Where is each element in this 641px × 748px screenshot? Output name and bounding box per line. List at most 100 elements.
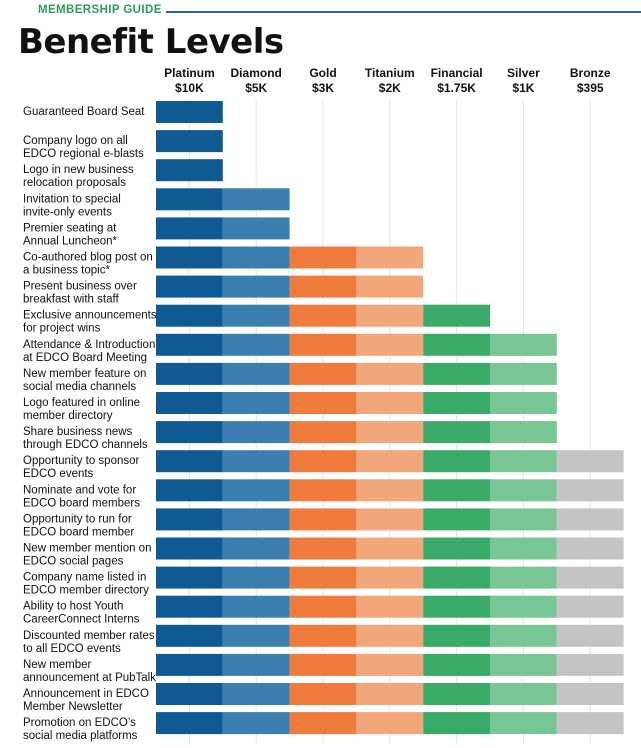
benefit-bar (356, 333, 424, 356)
tier-price: $5K (245, 81, 267, 95)
benefit-bar (156, 712, 223, 735)
benefit-bar (490, 595, 557, 618)
benefit-bar (423, 333, 490, 356)
benefit-bar (423, 624, 490, 647)
benefit-bar (156, 392, 223, 414)
benefit-bar (423, 508, 490, 531)
benefit-label: Invitation to special (23, 193, 121, 205)
benefit-label: Logo featured in online (23, 397, 140, 409)
benefit-label: Discounted member rates (23, 630, 155, 642)
benefit-bar (556, 508, 624, 531)
benefit-bar (356, 624, 424, 647)
benefit-label: Co-authored blog post on (23, 252, 153, 264)
benefit-bar (289, 304, 357, 327)
benefit-bar (490, 333, 557, 356)
benefit-bar (356, 304, 424, 327)
benefit-bar (490, 508, 557, 531)
benefit-bar (490, 653, 557, 676)
benefit-bar (289, 246, 357, 269)
benefit-label: at EDCO Board Meeting (23, 352, 147, 364)
benefit-label: Announcement in EDCO (23, 688, 149, 700)
benefit-label: Exclusive announcements (23, 310, 157, 322)
benefit-bar (156, 275, 223, 298)
benefit-label: social media channels (23, 381, 136, 393)
benefit-bar (356, 653, 424, 676)
benefit-bar (289, 624, 357, 647)
benefit-bar (556, 653, 624, 676)
benefit-bar (222, 392, 290, 414)
benefit-bar (156, 653, 223, 676)
benefit-bar (356, 566, 424, 589)
benefit-bar (222, 624, 290, 647)
benefit-label: Member Newsletter (23, 701, 123, 713)
tier-name: Platinum (164, 66, 215, 80)
benefit-bar (423, 392, 490, 414)
benefit-bar (156, 508, 223, 531)
benefit-bar (156, 304, 223, 327)
benefit-bar (490, 537, 557, 560)
benefit-bar (356, 362, 424, 385)
benefit-bar (490, 450, 557, 473)
benefit-bar (289, 392, 357, 414)
benefit-label: Present business over (23, 281, 137, 293)
benefit-label: Annual Luncheon* (23, 235, 118, 247)
benefit-bar (222, 508, 290, 531)
benefit-bar (356, 421, 424, 444)
benefit-bar (156, 130, 223, 153)
benefit-bar (490, 421, 557, 444)
header-bar: MEMBERSHIP GUIDE (0, 0, 641, 22)
benefit-bar (222, 217, 290, 240)
benefit-bar (356, 508, 424, 531)
benefit-bar (356, 479, 424, 502)
benefit-bar (156, 479, 223, 502)
benefit-bar (356, 683, 424, 705)
benefit-bar (289, 537, 357, 560)
benefit-bar (222, 333, 290, 356)
benefit-bar (289, 479, 357, 502)
benefit-bar (423, 304, 490, 327)
benefit-bar (490, 683, 557, 705)
benefit-label: EDCO board member (23, 526, 134, 538)
tier-name: Gold (309, 66, 336, 80)
benefit-bar (490, 712, 557, 735)
benefit-bar (222, 653, 290, 676)
benefit-bar (556, 537, 624, 560)
benefit-bar (156, 362, 223, 385)
benefit-bar (356, 450, 424, 473)
benefit-bar (156, 159, 223, 182)
benefit-bar (222, 595, 290, 618)
benefit-label: Nominate and vote for (23, 484, 136, 496)
benefit-bar (423, 450, 490, 473)
benefit-bar (423, 537, 490, 560)
benefit-label: to all EDCO events (23, 643, 121, 655)
benefit-bar (490, 392, 557, 414)
benefit-bar (156, 101, 223, 123)
tier-price: $395 (577, 81, 604, 95)
benefit-bar (222, 566, 290, 589)
benefit-label: member directory (23, 410, 113, 422)
benefit-bar (289, 421, 357, 444)
guide-label: MEMBERSHIP GUIDE (38, 4, 162, 16)
benefit-label: through EDCO channels (23, 439, 148, 451)
benefit-label: Guaranteed Board Seat (23, 106, 145, 118)
benefit-bar (289, 653, 357, 676)
benefit-bar (289, 275, 357, 298)
benefit-bar (156, 333, 223, 356)
tier-price: $1.75K (437, 81, 476, 95)
benefit-bar (222, 537, 290, 560)
benefit-bar (556, 595, 624, 618)
benefit-label: Premier seating at (23, 222, 117, 234)
benefit-bar (156, 595, 223, 618)
benefit-bar (156, 188, 223, 211)
benefit-bar (222, 683, 290, 705)
benefit-label: Company logo on all (23, 135, 128, 147)
benefit-label: Logo in new business (23, 164, 134, 176)
benefit-bar (556, 566, 624, 589)
benefit-bar (423, 653, 490, 676)
benefit-label: announcement at PubTalk (23, 672, 156, 684)
benefit-label: Opportunity to sponsor (23, 455, 140, 467)
benefit-bar (289, 508, 357, 531)
benefit-bar (423, 683, 490, 705)
benefit-bar (556, 683, 624, 705)
